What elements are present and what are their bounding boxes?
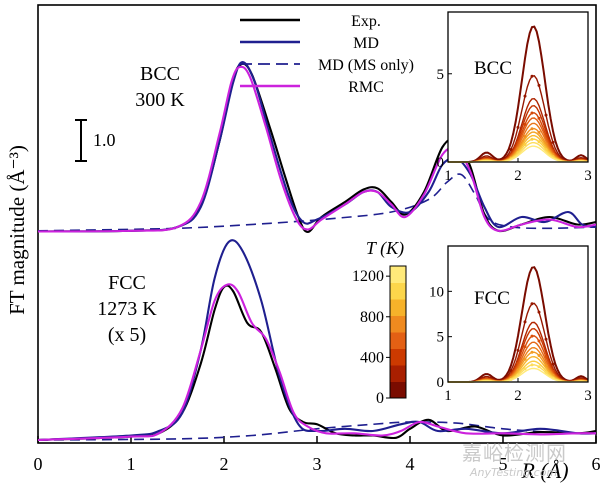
fcc-rmc-curve <box>37 283 597 442</box>
bcc-temperature-label: 300 K <box>135 89 185 111</box>
legend-label-exp: Exp. <box>351 13 381 30</box>
colorbar-tick-label: 1200 <box>352 268 384 285</box>
colorbar-tick-label: 0 <box>376 390 384 407</box>
fcc-exp-curve <box>37 284 597 442</box>
x-axis-ticks: 0 1 2 3 4 5 6 <box>34 436 600 474</box>
inset-x-tick-label: 2 <box>514 388 522 404</box>
x-tick-label: 0 <box>34 454 43 474</box>
inset-curve-marker <box>523 357 527 361</box>
colorbar-segment <box>390 282 406 300</box>
bcc-rmc-curve <box>37 65 597 233</box>
inset-curve-marker <box>544 337 548 341</box>
x-tick-label: 3 <box>313 454 322 474</box>
colorbar-title: T (K) <box>366 238 404 259</box>
colorbar-segment <box>390 348 406 366</box>
scale-bar-label: 1.0 <box>93 130 116 150</box>
inset-curve-marker <box>537 354 541 357</box>
watermark-url: AnyTesting.com <box>470 466 558 479</box>
inset-curve-marker <box>537 140 541 144</box>
bcc-inset: BCC 1 2 3 0 5 <box>437 11 592 184</box>
inset-x-tick-label: 3 <box>584 168 592 184</box>
inset-curve-marker <box>530 302 534 306</box>
colorbar-tick-label: 400 <box>360 349 384 366</box>
inset-curve-marker <box>537 83 541 87</box>
legend-label-rmc: RMC <box>348 79 384 96</box>
inset-curve-marker <box>516 348 520 352</box>
colorbar-tick-label: 800 <box>360 309 384 326</box>
inset-curve-marker <box>523 345 527 349</box>
inset-curve-marker <box>551 362 555 366</box>
inset-curve-marker <box>530 363 534 367</box>
inset-curve-marker <box>537 339 541 343</box>
x-tick-label: 1 <box>127 454 136 474</box>
inset-curve-marker <box>544 113 548 117</box>
colorbar-segment <box>390 365 406 382</box>
colorbar-segment <box>390 266 406 283</box>
scale-bar: 1.0 <box>75 119 116 162</box>
x-axis-label: R (Å) <box>520 458 568 483</box>
inset-curve-marker <box>523 367 527 371</box>
inset-y-tick-label: 5 <box>437 67 445 83</box>
inset-y-tick-label: 0 <box>437 375 445 391</box>
fcc-scale-factor-label: (x 5) <box>108 324 146 346</box>
inset-curve-marker <box>523 143 527 146</box>
inset-curve-marker <box>537 130 541 134</box>
inset-x-tick-label: 2 <box>514 168 522 184</box>
inset-y-tick-label: 10 <box>429 284 444 300</box>
fcc-temperature-label: 1273 K <box>97 298 157 320</box>
bcc-inset-label: BCC <box>474 58 512 79</box>
inset-curve-marker <box>530 111 534 115</box>
fcc-inset-label: FCC <box>474 288 510 309</box>
x-tick-label: 5 <box>499 454 508 474</box>
inset-x-tick-label: 1 <box>444 388 452 404</box>
inset-curve-marker <box>530 127 534 131</box>
legend-label-md: MD <box>353 35 379 52</box>
inset-x-tick-label: 1 <box>444 168 452 184</box>
inset-curve-marker <box>530 74 534 78</box>
temperature-colorbar: T (K) 0 400 800 1200 <box>352 238 407 407</box>
inset-curve-marker <box>537 310 541 314</box>
inset-curve-marker <box>537 116 541 120</box>
inset-curve-marker <box>530 350 534 354</box>
y-axis-label: FT magnitude (Å⁻³) <box>5 145 29 315</box>
inset-curve-marker <box>523 122 527 126</box>
inset-curve-marker <box>530 334 534 338</box>
bcc-panel-label: BCC <box>140 63 180 85</box>
fcc-inset: FCC 1 2 3 0 5 10 <box>429 245 592 404</box>
inset-x-tick-label: 3 <box>584 388 592 404</box>
fcc-md-curve <box>37 239 597 442</box>
colorbar-segment <box>390 332 406 349</box>
x-tick-label: 4 <box>406 454 415 474</box>
colorbar-frame <box>389 265 407 399</box>
watermark-logo: 嘉峪检测网 <box>462 441 567 465</box>
colorbar-segment <box>390 299 406 316</box>
inset-y-tick-label: 5 <box>437 330 445 346</box>
inset-curve-marker <box>516 125 520 129</box>
inset-curve-marker <box>523 94 527 98</box>
x-tick-label: 6 <box>592 454 600 474</box>
inset-y-tick-label: 0 <box>437 155 445 171</box>
legend-label-ms: MD (MS only) <box>318 57 414 74</box>
legend: Exp. MD MD (MS only) RMC <box>240 13 414 96</box>
x-tick-label: 2 <box>220 454 229 474</box>
colorbar-segment <box>390 381 406 399</box>
colorbar-segment <box>390 315 406 333</box>
fcc-panel-label: FCC <box>108 272 146 294</box>
inset-curve-marker <box>523 320 527 324</box>
inset-curve-marker <box>537 365 541 369</box>
inset-curve-marker <box>530 137 534 141</box>
inset-curve-marker <box>551 140 555 144</box>
